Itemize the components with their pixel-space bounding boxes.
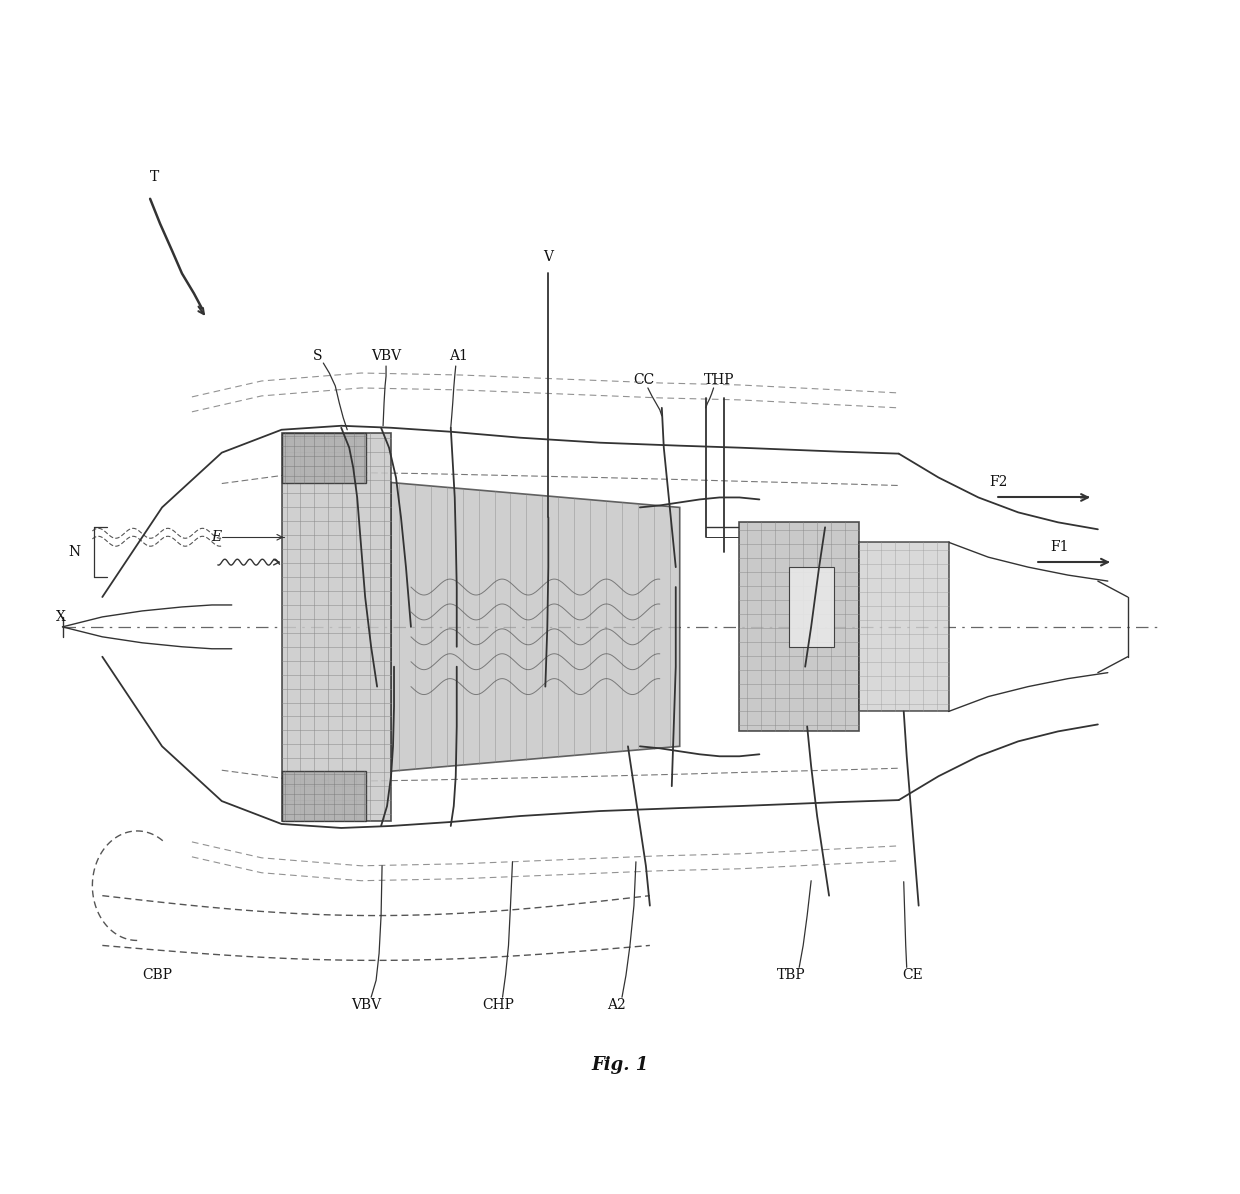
- Bar: [859, 542, 949, 712]
- Text: A2: A2: [606, 998, 625, 1013]
- Text: V: V: [543, 250, 553, 264]
- Text: X: X: [56, 610, 66, 624]
- Bar: [281, 432, 366, 482]
- Text: N: N: [68, 546, 81, 559]
- Bar: [281, 771, 366, 821]
- Text: VBV: VBV: [371, 349, 401, 363]
- Text: A1: A1: [449, 349, 469, 363]
- Text: F1: F1: [1050, 540, 1069, 554]
- Text: TBP: TBP: [777, 968, 806, 983]
- Text: F2: F2: [990, 474, 1007, 488]
- Text: CC: CC: [634, 373, 655, 387]
- Text: THP: THP: [704, 373, 735, 387]
- Text: CE: CE: [903, 968, 923, 983]
- Bar: [739, 522, 859, 732]
- Text: S: S: [312, 349, 322, 363]
- Text: Fig. 1: Fig. 1: [591, 1055, 649, 1073]
- Text: VBV: VBV: [351, 998, 381, 1013]
- Bar: [281, 432, 391, 821]
- Text: T: T: [150, 170, 159, 184]
- Text: CHP: CHP: [482, 998, 515, 1013]
- Polygon shape: [391, 482, 680, 771]
- Text: CBP: CBP: [143, 968, 172, 983]
- Text: E: E: [211, 530, 221, 544]
- Bar: [789, 567, 835, 647]
